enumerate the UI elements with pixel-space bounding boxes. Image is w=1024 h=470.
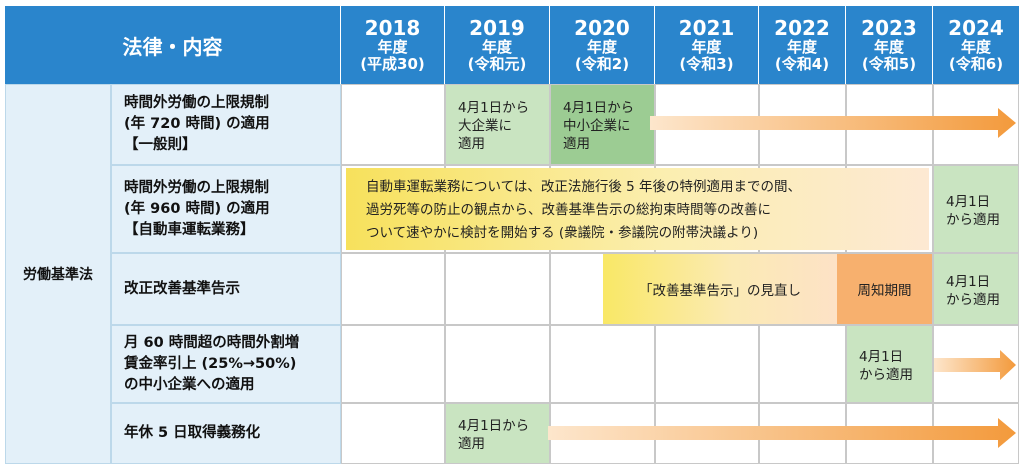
year-label: 2018 [364, 16, 421, 40]
header-year-2023: 2023 年度 (令和5) [846, 6, 933, 84]
row3-review-bar: 「改善基準告示」の見直し [603, 254, 837, 324]
header-year-2021: 2021 年度 (令和3) [655, 6, 759, 84]
note-line: 自動車運転業務については、改正法施行後 5 年後の特例適用までの間、 [366, 179, 801, 195]
header-year-2019: 2019 年度 (令和元) [445, 6, 550, 84]
box-line: 4月1日 [946, 273, 991, 290]
row5-2019-box: 4月1日から 適用 [446, 404, 549, 463]
box-line: 適用 [563, 136, 590, 152]
header-year-2018: 2018 年度 (平成30) [341, 6, 445, 84]
year-label: 2020 [574, 16, 630, 40]
law-name-line: 改正改善基準告示 [124, 280, 240, 297]
law-name-row-3: 改正改善基準告示 [111, 253, 341, 325]
law-name-line: の中小企業への適用 [124, 376, 255, 393]
box-line: から適用 [859, 366, 913, 383]
law-name-line: (年 720 時間) の適用 [124, 116, 270, 132]
header-year-2024: 2024 年度 (令和6) [933, 6, 1019, 84]
box-line: 4月1日から [458, 100, 530, 116]
row3-notice-period: 周知期間 [837, 254, 932, 324]
era-label: (令和元) [467, 55, 527, 73]
law-name-row-5: 年休 5 日取得義務化 [111, 403, 341, 464]
law-name-line: 【自動車運転業務】 [124, 221, 255, 238]
box-line: 4月1日 [859, 348, 904, 365]
year-label: 2023 [861, 16, 917, 40]
year-label: 2021 [678, 16, 735, 40]
row4-arrow-icon [934, 350, 1016, 380]
note-line: ついて速やかに検討を開始する (衆議院・参議院の附帯決議より) [366, 225, 759, 241]
nendo-label: 年度 [960, 38, 991, 56]
box-line: 4月1日から [563, 100, 635, 116]
grid-cell [759, 325, 846, 403]
nendo-label: 年度 [377, 38, 408, 56]
box-line: 大企業に [458, 118, 512, 134]
grid-cell [445, 325, 550, 403]
header-year-2022: 2022 年度 (令和4) [759, 6, 846, 84]
nendo-label: 年度 [786, 38, 817, 56]
row1-2020-box: 4月1日から 中小企業に 適用 [551, 85, 654, 164]
nendo-label: 年度 [586, 38, 617, 56]
year-label: 2022 [774, 16, 830, 40]
grid-cell [341, 84, 445, 165]
box-line: 適用 [458, 436, 485, 452]
box-line: 適用 [458, 136, 485, 152]
era-label: (令和6) [948, 55, 1004, 73]
category-label: 労働基準法 [5, 84, 111, 464]
era-label: (令和4) [774, 55, 830, 73]
nendo-label: 年度 [691, 38, 722, 56]
law-name-row-2: 時間外労働の上限規制 (年 960 時間) の適用 【自動車運転業務】 [111, 165, 341, 253]
grid-cell [341, 403, 445, 464]
box-line: 4月1日から [458, 418, 530, 434]
row1-2019-box: 4月1日から 大企業に 適用 [446, 85, 549, 164]
era-label: (令和5) [861, 55, 917, 73]
law-name-row-4: 月 60 時間超の時間外割増 賃金率引上 (25%→50%) の中小企業への適用 [111, 325, 341, 403]
row5-arrow-icon [548, 418, 1016, 448]
law-name-line: 年休 5 日取得義務化 [124, 425, 261, 441]
law-name-line: 月 60 時間超の時間外割増 [124, 334, 300, 351]
row2-2024-box: 4月1日 から適用 [934, 166, 1018, 252]
header-year-2020: 2020 年度 (令和2) [550, 6, 655, 84]
box-line: 4月1日 [946, 193, 991, 210]
era-label: (平成30) [360, 55, 425, 73]
law-name-line: 賃金率引上 (25%→50%) [124, 355, 297, 372]
grid-cell [341, 325, 445, 403]
row4-2023-box: 4月1日 から適用 [847, 326, 932, 402]
box-line: から適用 [946, 291, 1000, 308]
year-label: 2019 [469, 16, 525, 40]
law-name-line: 【一般則】 [124, 137, 197, 153]
nendo-label: 年度 [481, 38, 512, 56]
row1-arrow-icon [650, 108, 1016, 138]
law-name-line: 時間外労働の上限規制 [124, 95, 269, 111]
grid-cell [655, 325, 759, 403]
grid-cell [550, 325, 655, 403]
row2-resolution-note: 自動車運転業務については、改正法施行後 5 年後の特例適用までの間、 過労死等の… [346, 168, 929, 250]
grid-cell [445, 253, 550, 325]
row3-2024-box: 4月1日 から適用 [934, 254, 1018, 324]
note-line: 過労死等の防止の観点から、改善基準告示の総拘束時間等の改善に [366, 202, 771, 218]
year-label: 2024 [948, 16, 1004, 40]
era-label: (令和3) [679, 55, 734, 73]
law-name-line: (年 960 時間) の適用 [124, 200, 270, 217]
era-label: (令和2) [574, 55, 630, 73]
nendo-label: 年度 [873, 38, 904, 56]
grid-cell [341, 253, 445, 325]
box-line: 中小企業に [563, 118, 631, 134]
header-law-content: 法律・内容 [5, 6, 341, 84]
box-line: から適用 [946, 211, 1000, 228]
law-name-line: 時間外労働の上限規制 [124, 179, 269, 196]
law-name-row-1: 時間外労働の上限規制 (年 720 時間) の適用 【一般則】 [111, 84, 341, 165]
